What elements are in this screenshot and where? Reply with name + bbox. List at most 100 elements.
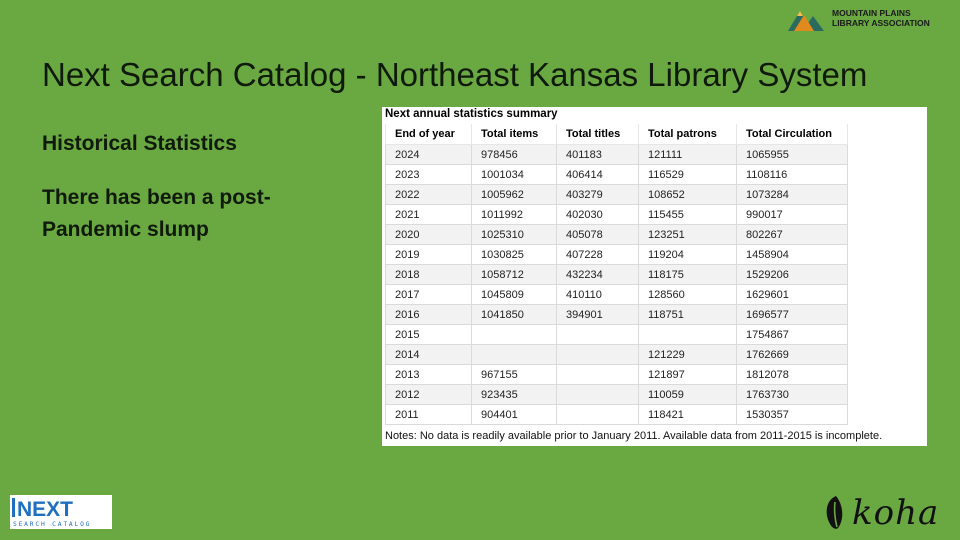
table-cell: 403279 bbox=[556, 184, 639, 205]
table-cell bbox=[556, 364, 639, 385]
subheading: Historical Statistics bbox=[42, 132, 237, 155]
table-cell: 2023 bbox=[385, 164, 472, 185]
table-cell bbox=[556, 324, 639, 345]
table-cell: 119204 bbox=[638, 244, 737, 265]
table-cell: 1812078 bbox=[736, 364, 848, 385]
table-cell: 978456 bbox=[471, 144, 557, 165]
table-cell: 990017 bbox=[736, 204, 848, 225]
koha-wordmark: koha bbox=[852, 493, 940, 533]
table-cell: 2012 bbox=[385, 384, 472, 405]
table-cell: 1065955 bbox=[736, 144, 848, 165]
table-cell: 2016 bbox=[385, 304, 472, 325]
table-cell: 1458904 bbox=[736, 244, 848, 265]
table-cell: 116529 bbox=[638, 164, 737, 185]
table-notes: Notes: No data is readily available prio… bbox=[385, 430, 883, 442]
table-row: 2013 967155 121897 1812078 bbox=[385, 364, 848, 385]
table-cell: 2015 bbox=[385, 324, 472, 345]
table-cell: 1005962 bbox=[471, 184, 557, 205]
column-header: Total titles bbox=[556, 124, 639, 145]
table-cell: 2024 bbox=[385, 144, 472, 165]
table-cell: 1045809 bbox=[471, 284, 557, 305]
table-cell: 118751 bbox=[638, 304, 737, 325]
table-cell bbox=[556, 344, 639, 365]
table-row: 2015 1754867 bbox=[385, 324, 848, 345]
table-row: 2012 923435 110059 1763730 bbox=[385, 384, 848, 405]
table-cell: 1030825 bbox=[471, 244, 557, 265]
mpla-logo: MOUNTAIN PLAINS LIBRARY ASSOCIATION bbox=[786, 2, 946, 34]
column-header: Total Circulation bbox=[736, 124, 848, 145]
table-cell: 118175 bbox=[638, 264, 737, 285]
table-row: 2017 1045809 410110 128560 1629601 bbox=[385, 284, 848, 305]
table-row: 2018 1058712 432234 118175 1529206 bbox=[385, 264, 848, 285]
table-row: 2020 1025310 405078 123251 802267 bbox=[385, 224, 848, 245]
table-cell: 121229 bbox=[638, 344, 737, 365]
table-cell: 802267 bbox=[736, 224, 848, 245]
table-cell: 2013 bbox=[385, 364, 472, 385]
table-cell: 2020 bbox=[385, 224, 472, 245]
table-cell: 123251 bbox=[638, 224, 737, 245]
mpla-line1: MOUNTAIN PLAINS bbox=[832, 8, 911, 18]
table-cell: 406414 bbox=[556, 164, 639, 185]
table-cell: 2014 bbox=[385, 344, 472, 365]
table-cell: 121111 bbox=[638, 144, 737, 165]
koha-logo: koha bbox=[822, 492, 952, 534]
table-cell: 1073284 bbox=[736, 184, 848, 205]
body-text: There has been a post-Pandemic slump bbox=[42, 186, 271, 241]
table-cell: 108652 bbox=[638, 184, 737, 205]
table-cell: 1763730 bbox=[736, 384, 848, 405]
table-cell: 115455 bbox=[638, 204, 737, 225]
table-cell: 2022 bbox=[385, 184, 472, 205]
table-row: 2021 1011992 402030 115455 990017 bbox=[385, 204, 848, 225]
table-cell bbox=[471, 344, 557, 365]
column-header: Total items bbox=[471, 124, 557, 145]
table-cell: 401183 bbox=[556, 144, 639, 165]
table-cell: 1696577 bbox=[736, 304, 848, 325]
table-cell: 1025310 bbox=[471, 224, 557, 245]
table-cell: 923435 bbox=[471, 384, 557, 405]
table-row: 2024 978456 401183 121111 1065955 bbox=[385, 144, 848, 165]
column-header: Total patrons bbox=[638, 124, 737, 145]
table-cell: 394901 bbox=[556, 304, 639, 325]
table-cell: 2018 bbox=[385, 264, 472, 285]
table-cell: 402030 bbox=[556, 204, 639, 225]
table-cell: 1529206 bbox=[736, 264, 848, 285]
table-cell: 410110 bbox=[556, 284, 639, 305]
mountain-icon bbox=[788, 11, 824, 31]
table-row: 2019 1030825 407228 119204 1458904 bbox=[385, 244, 848, 265]
table-cell: 1011992 bbox=[471, 204, 557, 225]
column-header: End of year bbox=[385, 124, 472, 145]
table-cell: 1001034 bbox=[471, 164, 557, 185]
mpla-line2: LIBRARY ASSOCIATION bbox=[832, 18, 930, 28]
table-cell: 1629601 bbox=[736, 284, 848, 305]
leaf-icon bbox=[826, 496, 843, 529]
table-cell: 405078 bbox=[556, 224, 639, 245]
table-cell: 1058712 bbox=[471, 264, 557, 285]
table-cell bbox=[471, 324, 557, 345]
table-cell: 118421 bbox=[638, 404, 737, 425]
table-cell: 1108116 bbox=[736, 164, 848, 185]
table-cell: 967155 bbox=[471, 364, 557, 385]
table-cell: 110059 bbox=[638, 384, 737, 405]
table-cell bbox=[556, 404, 639, 425]
next-logo-main: NEXT bbox=[17, 498, 73, 521]
table-row: 2011 904401 118421 1530357 bbox=[385, 404, 848, 425]
table-caption: Next annual statistics summary bbox=[385, 108, 558, 120]
table-cell: 1530357 bbox=[736, 404, 848, 425]
table-cell bbox=[556, 384, 639, 405]
table-row: 2014 121229 1762669 bbox=[385, 344, 848, 365]
table-cell: 121897 bbox=[638, 364, 737, 385]
statistics-table: End of year Total items Total titles Tot… bbox=[385, 124, 848, 425]
table-cell: 1762669 bbox=[736, 344, 848, 365]
table-cell: 432234 bbox=[556, 264, 639, 285]
statistics-table-card: Next annual statistics summary End of ye… bbox=[382, 107, 927, 446]
table-cell: 1754867 bbox=[736, 324, 848, 345]
next-logo-sub: SEARCH CATALOG bbox=[13, 521, 91, 528]
table-header-row: End of year Total items Total titles Tot… bbox=[385, 124, 848, 145]
next-search-catalog-logo: NEXT SEARCH CATALOG bbox=[10, 495, 112, 529]
table-cell: 2019 bbox=[385, 244, 472, 265]
table-row: 2016 1041850 394901 118751 1696577 bbox=[385, 304, 848, 325]
table-cell: 904401 bbox=[471, 404, 557, 425]
table-cell: 2011 bbox=[385, 404, 472, 425]
table-cell: 128560 bbox=[638, 284, 737, 305]
table-cell: 2017 bbox=[385, 284, 472, 305]
